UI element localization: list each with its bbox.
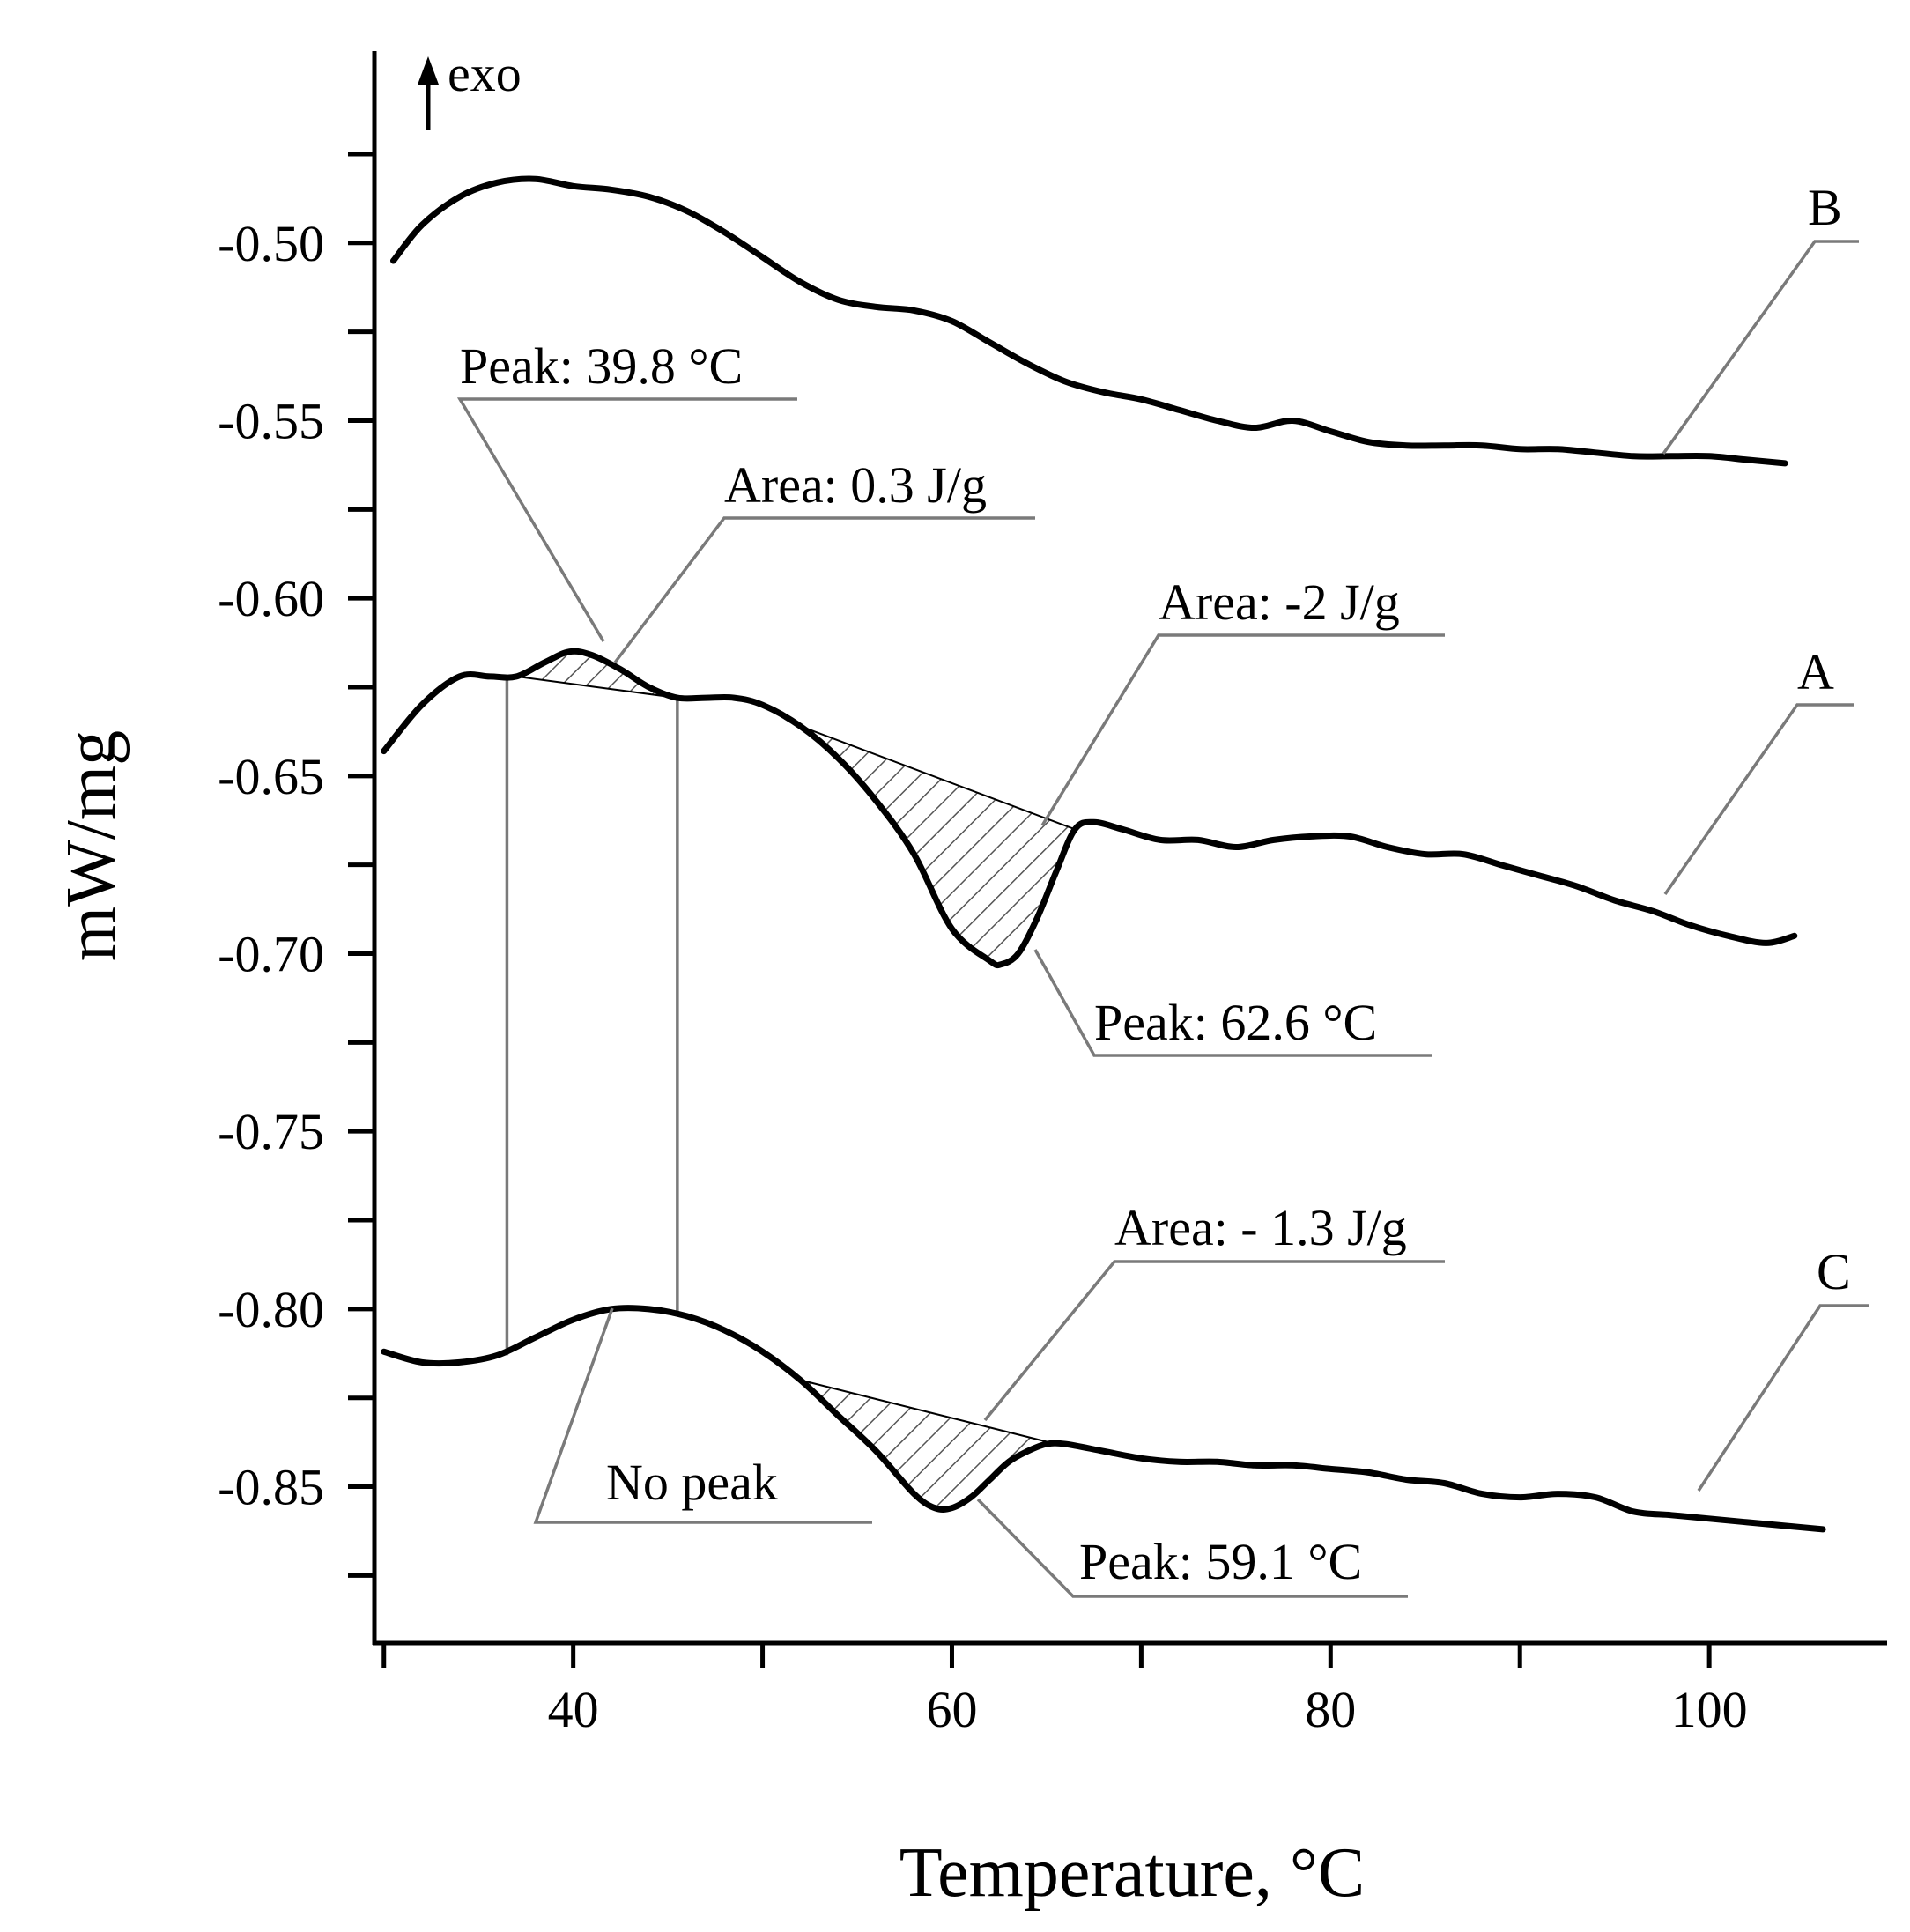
y-ticks: -0.50 -0.55 -0.60 -0.65 -0.70 -0.75 -0.80 -0.85 [218, 152, 374, 1578]
series-a-leader [1663, 703, 1854, 896]
integration-baseline [516, 675, 677, 700]
exo-label: exo [448, 45, 522, 102]
series-c-curve [381, 1305, 1826, 1533]
series-b-label-group: B [1662, 179, 1859, 455]
annotation-peak-591: Peak: 59.1 °C [976, 1498, 1408, 1598]
annotation-no-peak-text: No peak [606, 1454, 778, 1511]
shaded-region [800, 726, 1076, 966]
series-a-curve [381, 648, 1798, 969]
integration-baseline [800, 1379, 1056, 1446]
annotation-peak-626: Peak: 62.6 °C [1033, 949, 1432, 1057]
integration-baseline [800, 725, 1076, 831]
x-tick-label: 80 [1305, 1681, 1356, 1738]
y-tick-label: -0.65 [218, 748, 324, 805]
annotation-area-m2-text: Area: -2 J/g [1159, 574, 1400, 631]
series-c-label: C [1817, 1243, 1851, 1300]
shaded-region [800, 1380, 1056, 1510]
annotation-peak-591-leader [976, 1498, 1408, 1598]
annotation-no-peak-leader [533, 1307, 872, 1524]
annotation-area-m2-leader [1040, 633, 1445, 826]
annotation-area-03-leader [613, 516, 1035, 664]
annotation-area-03: Area: 0.3 J/g [613, 456, 1035, 664]
shaded-regions [516, 651, 1076, 1510]
x-tick-label: 60 [926, 1681, 977, 1738]
y-axis-title: mW/mg [53, 730, 130, 961]
exo-marker: exo [418, 45, 522, 130]
y-tick-label: -0.80 [218, 1281, 324, 1338]
annotation-area-m2: Area: -2 J/g [1040, 574, 1445, 826]
annotation-peak-626-leader [1033, 949, 1432, 1057]
annotation-area-m13-text: Area: - 1.3 J/g [1114, 1199, 1407, 1256]
series-b-label: B [1808, 179, 1842, 236]
annotation-area-m13-leader [983, 1260, 1445, 1422]
series-c-leader [1697, 1304, 1869, 1492]
x-ticks: 40 60 80 100 [381, 1643, 1748, 1738]
y-tick-label: -0.60 [218, 570, 324, 627]
y-tick-label: -0.75 [218, 1103, 324, 1160]
y-tick-label: -0.55 [218, 392, 324, 449]
y-tick-label: -0.85 [218, 1459, 324, 1516]
x-tick-label: 100 [1671, 1681, 1748, 1738]
annotation-area-03-text: Area: 0.3 J/g [724, 456, 987, 514]
series-a-label-group: A [1663, 643, 1854, 896]
annotation-no-peak: No peak [533, 1307, 872, 1524]
vertical-markers [505, 676, 679, 1356]
x-axis-title: Temperature, °C [899, 1834, 1365, 1912]
y-tick-label: -0.50 [218, 215, 324, 272]
annotation-peak-398-leader [456, 397, 797, 642]
annotation-peak-626-text: Peak: 62.6 °C [1094, 994, 1377, 1051]
shaded-region [516, 651, 677, 699]
annotation-peak-398: Peak: 39.8 °C [456, 337, 797, 642]
series-a-label: A [1797, 643, 1834, 700]
x-tick-label: 40 [548, 1681, 599, 1738]
annotation-area-m13: Area: - 1.3 J/g [983, 1199, 1445, 1422]
y-tick-label: -0.70 [218, 926, 324, 983]
series-b-leader [1662, 240, 1859, 455]
exo-arrowhead-icon [418, 56, 439, 85]
annotation-peak-398-text: Peak: 39.8 °C [460, 337, 743, 395]
series-c-label-group: C [1697, 1243, 1869, 1492]
series-b-curve [390, 175, 1788, 467]
annotation-peak-591-text: Peak: 59.1 °C [1079, 1533, 1362, 1590]
